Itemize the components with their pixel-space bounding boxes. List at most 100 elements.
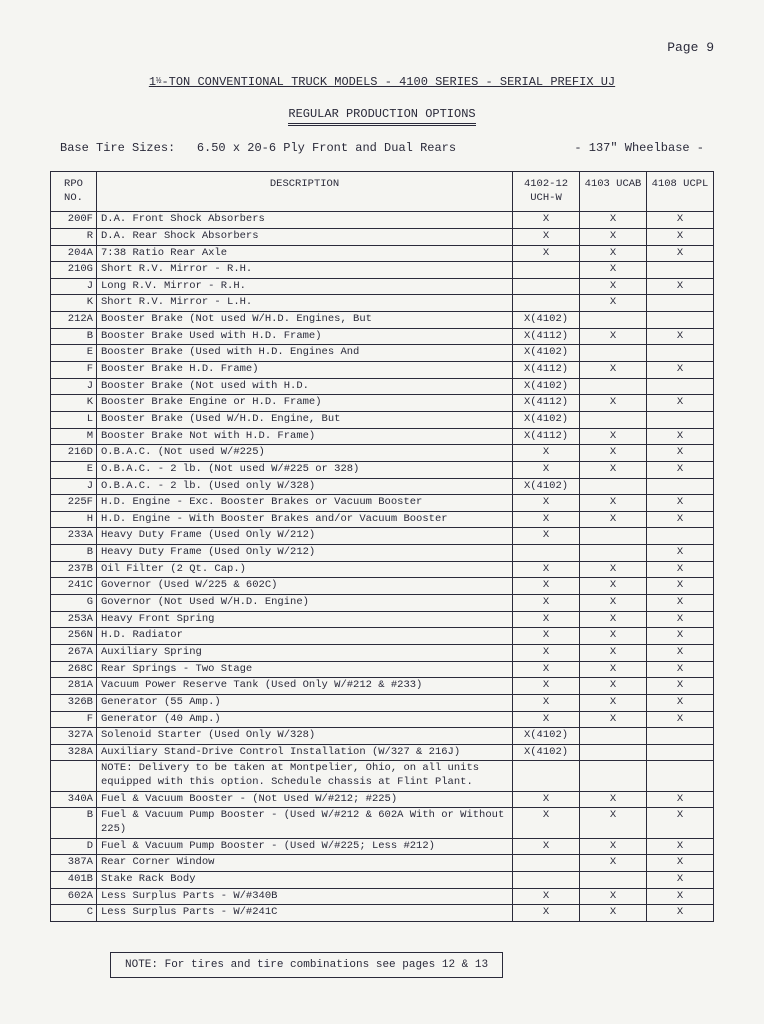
cell-rpo: L — [51, 411, 97, 428]
table-row: JLong R.V. Mirror - R.H.XX — [51, 278, 714, 295]
cell-rpo: F — [51, 711, 97, 728]
cell-rpo: 241C — [51, 578, 97, 595]
cell-rpo: B — [51, 808, 97, 838]
cell-desc: Auxiliary Spring — [97, 644, 513, 661]
cell-rpo: G — [51, 595, 97, 612]
header-c3: 4108 UCPL — [647, 172, 714, 212]
table-row: 387ARear Corner WindowXX — [51, 855, 714, 872]
table-row: 237BOil Filter (2 Qt. Cap.)XXX — [51, 561, 714, 578]
cell-desc: H.D. Radiator — [97, 628, 513, 645]
table-row: CLess Surplus Parts - W/#241CXXX — [51, 905, 714, 922]
table-row: JO.B.A.C. - 2 lb. (Used only W/328)X(410… — [51, 478, 714, 495]
cell-c2 — [580, 378, 647, 395]
cell-rpo: C — [51, 905, 97, 922]
table-row: BFuel & Vacuum Pump Booster - (Used W/#2… — [51, 808, 714, 838]
info-row: Base Tire Sizes: 6.50 x 20-6 Ply Front a… — [50, 141, 714, 155]
cell-rpo: 602A — [51, 888, 97, 905]
cell-c2: X — [580, 791, 647, 808]
cell-c2: X — [580, 511, 647, 528]
cell-c3: X — [647, 461, 714, 478]
cell-c1: X — [513, 678, 580, 695]
cell-c3 — [647, 728, 714, 745]
cell-c1 — [513, 295, 580, 312]
table-row: DFuel & Vacuum Pump Booster - (Used W/#2… — [51, 838, 714, 855]
cell-c2 — [580, 744, 647, 761]
table-row: 212ABooster Brake (Not used W/H.D. Engin… — [51, 312, 714, 329]
cell-desc: NOTE: Delivery to be taken at Montpelier… — [97, 761, 513, 791]
cell-c3: X — [647, 278, 714, 295]
cell-c3: X — [647, 791, 714, 808]
cell-rpo: 237B — [51, 561, 97, 578]
cell-rpo: 253A — [51, 611, 97, 628]
table-row: FGenerator (40 Amp.)XXX — [51, 711, 714, 728]
table-row: 267AAuxiliary SpringXXX — [51, 644, 714, 661]
cell-c2: X — [580, 395, 647, 412]
table-row: GGovernor (Not Used W/H.D. Engine)XXX — [51, 595, 714, 612]
cell-c2: X — [580, 711, 647, 728]
cell-c1 — [513, 262, 580, 279]
table-row: 328AAuxiliary Stand-Drive Control Instal… — [51, 744, 714, 761]
cell-c3: X — [647, 578, 714, 595]
cell-c2 — [580, 345, 647, 362]
table-row: BBooster Brake Used with H.D. Frame)X(41… — [51, 328, 714, 345]
cell-c3: X — [647, 395, 714, 412]
cell-c2 — [580, 871, 647, 888]
cell-rpo: M — [51, 428, 97, 445]
cell-c1: X — [513, 644, 580, 661]
cell-c3: X — [647, 561, 714, 578]
cell-c3: X — [647, 888, 714, 905]
cell-rpo: 281A — [51, 678, 97, 695]
cell-rpo: B — [51, 328, 97, 345]
cell-c1: X(4102) — [513, 478, 580, 495]
cell-desc: Short R.V. Mirror - L.H. — [97, 295, 513, 312]
cell-desc: Booster Brake (Used W/H.D. Engine, But — [97, 411, 513, 428]
cell-desc: Stake Rack Body — [97, 871, 513, 888]
cell-desc: O.B.A.C. - 2 lb. (Used only W/328) — [97, 478, 513, 495]
cell-c2: X — [580, 838, 647, 855]
cell-c1: X — [513, 888, 580, 905]
cell-c2: X — [580, 212, 647, 229]
cell-c2: X — [580, 495, 647, 512]
cell-c3: X — [647, 245, 714, 262]
cell-c1: X — [513, 245, 580, 262]
cell-c3: X — [647, 328, 714, 345]
cell-desc: Booster Brake Used with H.D. Frame) — [97, 328, 513, 345]
cell-c1: X — [513, 694, 580, 711]
cell-desc: Solenoid Starter (Used Only W/328) — [97, 728, 513, 745]
cell-c3 — [647, 262, 714, 279]
cell-desc: Governor (Not Used W/H.D. Engine) — [97, 595, 513, 612]
cell-c2: X — [580, 661, 647, 678]
cell-c1: X — [513, 905, 580, 922]
cell-desc: D.A. Front Shock Absorbers — [97, 212, 513, 229]
cell-c3 — [647, 744, 714, 761]
cell-c1: X — [513, 578, 580, 595]
cell-desc: Short R.V. Mirror - R.H. — [97, 262, 513, 279]
cell-desc: Oil Filter (2 Qt. Cap.) — [97, 561, 513, 578]
cell-desc: Fuel & Vacuum Pump Booster - (Used W/#21… — [97, 808, 513, 838]
cell-c1: X — [513, 808, 580, 838]
footnote-box: NOTE: For tires and tire combinations se… — [110, 952, 503, 978]
cell-c1: X — [513, 628, 580, 645]
cell-c1 — [513, 871, 580, 888]
cell-c1: X — [513, 461, 580, 478]
cell-c2: X — [580, 228, 647, 245]
cell-c2: X — [580, 578, 647, 595]
cell-c2 — [580, 478, 647, 495]
cell-c3: X — [647, 661, 714, 678]
cell-desc: Generator (55 Amp.) — [97, 694, 513, 711]
cell-rpo: 326B — [51, 694, 97, 711]
page-number: Page 9 — [50, 40, 714, 55]
cell-c2: X — [580, 888, 647, 905]
cell-desc: Fuel & Vacuum Pump Booster - (Used W/#22… — [97, 838, 513, 855]
table-row: 256NH.D. RadiatorXXX — [51, 628, 714, 645]
cell-c1: X(4102) — [513, 728, 580, 745]
cell-rpo: B — [51, 545, 97, 562]
table-row: JBooster Brake (Not used with H.D.X(4102… — [51, 378, 714, 395]
header-desc: DESCRIPTION — [97, 172, 513, 212]
tire-value: 6.50 x 20-6 Ply Front and Dual Rears — [197, 141, 456, 155]
cell-c1: X — [513, 228, 580, 245]
cell-c1: X(4112) — [513, 328, 580, 345]
cell-desc: Generator (40 Amp.) — [97, 711, 513, 728]
cell-desc: H.D. Engine - With Booster Brakes and/or… — [97, 511, 513, 528]
cell-rpo: 256N — [51, 628, 97, 645]
